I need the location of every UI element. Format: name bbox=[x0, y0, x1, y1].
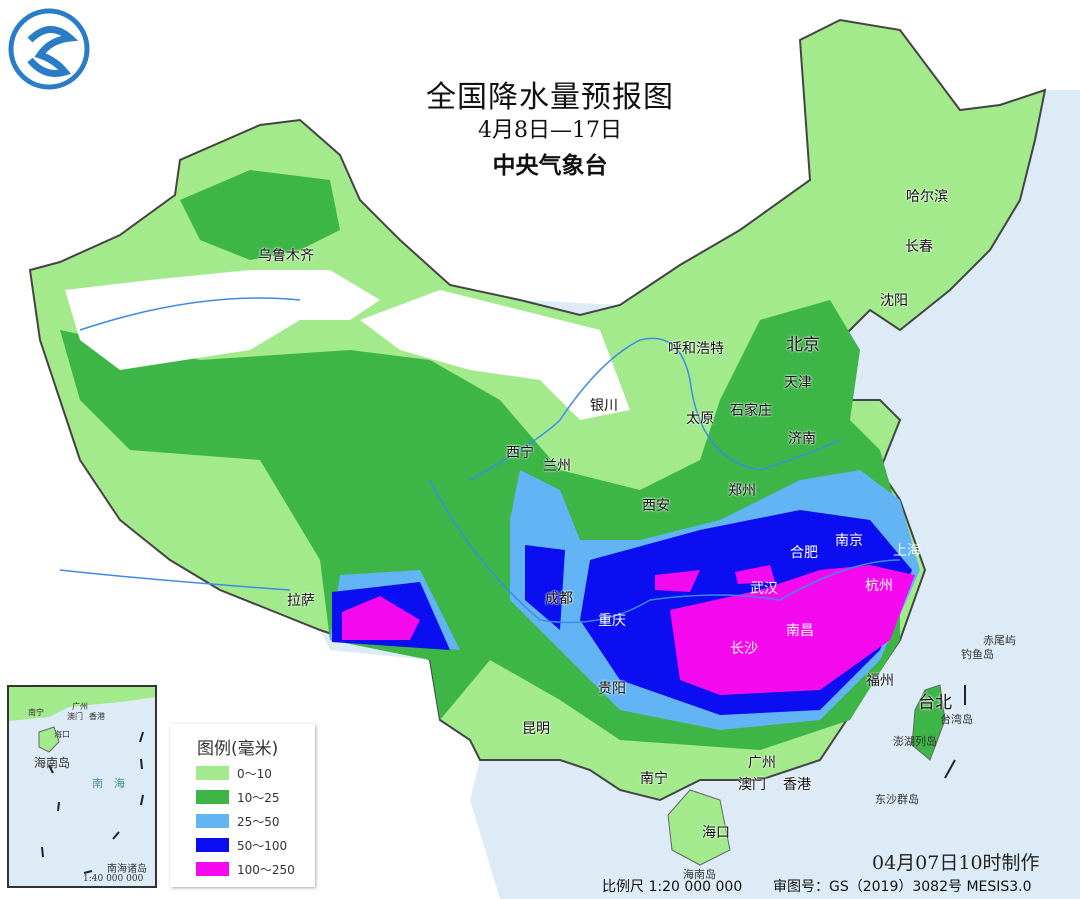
cma-logo bbox=[8, 8, 90, 90]
legend-swatch bbox=[196, 766, 229, 780]
tarim-river bbox=[79, 297, 301, 331]
inset-hainan: 海南岛 bbox=[34, 756, 71, 770]
approval-number: 审图号：GS（2019）3082号 MESIS3.0 bbox=[773, 879, 1032, 895]
city-yinchuan: 银川 bbox=[590, 398, 618, 414]
city-guiyang: 贵阳 bbox=[598, 681, 626, 697]
city-hohhot: 呼和浩特 bbox=[668, 341, 724, 357]
city-nanchang: 南昌 bbox=[786, 623, 814, 639]
precip-10-25-tianshan bbox=[180, 170, 340, 260]
city-taiyuan: 太原 bbox=[686, 411, 714, 427]
island-penghu: 澎湖列岛 bbox=[893, 735, 937, 748]
island-chiwei: 赤尾屿 bbox=[983, 634, 1016, 647]
legend-item: 10～25 bbox=[196, 790, 280, 805]
inset-title: 南海诸岛 bbox=[107, 864, 147, 875]
map-scale: 比例尺 1:20 000 000 bbox=[602, 879, 743, 895]
yellow-river bbox=[469, 337, 841, 481]
precip-100-250-hubei bbox=[655, 570, 700, 592]
legend-label: 25～50 bbox=[237, 814, 280, 829]
inset-map bbox=[9, 687, 155, 874]
legend-swatch bbox=[196, 838, 229, 852]
island-hainan: 海南岛 bbox=[683, 868, 716, 881]
inset-city-nanning: 南宁 bbox=[28, 708, 44, 717]
inset-city-haikou: 海口 bbox=[54, 730, 70, 739]
legend-item: 25～50 bbox=[196, 814, 280, 829]
issuer: 中央气象台 bbox=[492, 153, 608, 179]
city-shanghai: 上海 bbox=[893, 543, 921, 559]
city-macau: 澳门 bbox=[738, 777, 766, 793]
taiwan-island bbox=[911, 684, 946, 761]
legend-item: 0～10 bbox=[196, 766, 272, 781]
city-changsha: 长沙 bbox=[730, 641, 758, 657]
legend: 图例(毫米) 0～10 10～25 25～50 50～100 100～250 bbox=[170, 724, 315, 887]
city-shenyang: 沈阳 bbox=[880, 293, 908, 309]
inset-city-macau: 澳门 bbox=[67, 712, 83, 721]
city-lhasa: 拉萨 bbox=[287, 593, 315, 609]
city-kunming: 昆明 bbox=[522, 721, 550, 737]
city-hangzhou: 杭州 bbox=[865, 578, 893, 594]
boundary-dashes bbox=[944, 685, 966, 779]
city-lanzhou: 兰州 bbox=[543, 458, 571, 474]
city-taipei: 台北 bbox=[918, 693, 952, 713]
south-china-sea-inset: 南宁 广州 澳门 香港 海口 海南岛 南 海 南海诸岛 1:40 000 000 bbox=[7, 685, 157, 888]
island-diaoyu: 钓鱼岛 bbox=[961, 648, 994, 661]
city-tianjin: 天津 bbox=[784, 375, 812, 391]
precip-50-100-sichuan bbox=[525, 545, 565, 630]
city-chengdu: 成都 bbox=[545, 591, 573, 607]
legend-item: 100～250 bbox=[196, 862, 295, 877]
city-zhengzhou: 郑州 bbox=[728, 483, 756, 499]
city-beijing: 北京 bbox=[786, 335, 820, 355]
city-nanjing: 南京 bbox=[835, 533, 863, 549]
legend-title: 图例(毫米) bbox=[197, 739, 279, 759]
city-urumqi: 乌鲁木齐 bbox=[258, 248, 314, 264]
city-xian: 西安 bbox=[642, 498, 670, 514]
legend-label: 100～250 bbox=[237, 862, 295, 877]
city-shijiazhuang: 石家庄 bbox=[730, 403, 772, 419]
city-xining: 西宁 bbox=[506, 445, 534, 461]
inset-city-hongkong: 香港 bbox=[89, 712, 105, 721]
legend-label: 50～100 bbox=[237, 838, 288, 853]
island-taiwan: 台湾岛 bbox=[940, 713, 973, 726]
city-changchun: 长春 bbox=[905, 239, 933, 255]
island-dongsha: 东沙群岛 bbox=[875, 793, 919, 806]
precip-100-250-wuhan bbox=[735, 565, 775, 584]
legend-swatch bbox=[196, 862, 229, 876]
precip-none-alxa bbox=[360, 290, 630, 420]
yangtze-river bbox=[429, 479, 901, 624]
city-nanning: 南宁 bbox=[640, 771, 668, 787]
city-hefei: 合肥 bbox=[790, 545, 818, 561]
city-fuzhou: 福州 bbox=[866, 673, 894, 689]
inset-city-guangzhou: 广州 bbox=[72, 702, 88, 711]
precip-none-tarim bbox=[65, 270, 380, 370]
inset-scale: 1:40 000 000 bbox=[83, 874, 144, 884]
precip-100-250 bbox=[670, 565, 915, 695]
neighbor-land-north bbox=[0, 0, 1080, 700]
made-time: 04月07日10时制作 bbox=[872, 852, 1040, 874]
forecast-period: 4月8日—17日 bbox=[478, 118, 622, 143]
inset-sea-label: 南 海 bbox=[92, 777, 125, 790]
city-chongqing: 重庆 bbox=[598, 613, 626, 629]
city-wuhan: 武汉 bbox=[750, 581, 778, 597]
precip-100-250-tibet bbox=[342, 596, 420, 640]
legend-swatch bbox=[196, 814, 229, 828]
legend-label: 10～25 bbox=[237, 790, 280, 805]
city-haikou: 海口 bbox=[702, 825, 730, 841]
city-guangzhou: 广州 bbox=[748, 755, 776, 771]
city-hongkong: 香港 bbox=[783, 777, 811, 793]
city-harbin: 哈尔滨 bbox=[906, 189, 948, 205]
legend-label: 0～10 bbox=[237, 766, 272, 781]
legend-item: 50～100 bbox=[196, 838, 288, 853]
map-title: 全国降水量预报图 bbox=[426, 80, 674, 115]
city-jinan: 济南 bbox=[788, 431, 816, 447]
hainan-island bbox=[667, 789, 731, 866]
yarlung-river bbox=[59, 569, 291, 591]
legend-swatch bbox=[196, 790, 229, 804]
